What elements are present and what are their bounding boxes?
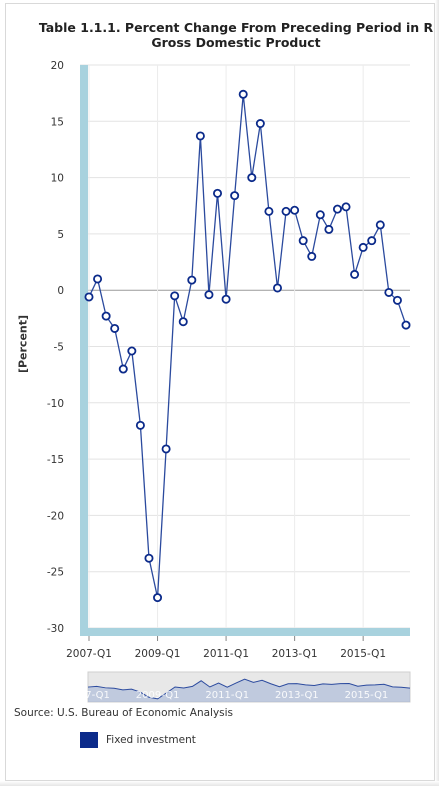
- data-point[interactable]: [118, 364, 128, 374]
- data-point[interactable]: [307, 251, 317, 261]
- source-note: Source: U.S. Bureau of Economic Analysis: [14, 707, 234, 719]
- y-axis-band: [80, 65, 88, 636]
- x-tick-layer: 2007-Q1 2009-Q1 2011-Q1 2013-Q1 2015-Q1: [66, 636, 386, 660]
- series-line-layer: [88, 94, 407, 598]
- data-point[interactable]: [281, 206, 291, 216]
- navigator-line: [87, 678, 411, 700]
- data-point[interactable]: [135, 420, 145, 430]
- data-point[interactable]: [230, 191, 240, 201]
- data-point[interactable]: [204, 290, 214, 300]
- data-point[interactable]: [315, 210, 325, 220]
- data-point[interactable]: [144, 553, 154, 563]
- y-tick-label: -15: [47, 454, 64, 466]
- data-point[interactable]: [195, 131, 205, 141]
- page-shadow-bottom: [0, 781, 439, 786]
- navigator-label: 2013-Q1: [275, 690, 319, 701]
- data-point[interactable]: [384, 287, 394, 297]
- data-point[interactable]: [358, 242, 368, 252]
- y-tick-label: -10: [47, 398, 64, 410]
- data-point[interactable]: [170, 291, 180, 301]
- navigator-label: 2007-Q1: [66, 690, 110, 701]
- y-tick-label: -5: [54, 342, 64, 354]
- data-point[interactable]: [110, 323, 120, 333]
- chart-title-line-2: Gross Domestic Product: [151, 35, 321, 50]
- navigator-label: 2011-Q1: [205, 690, 249, 701]
- data-point[interactable]: [247, 173, 257, 183]
- grid-layer: [80, 64, 410, 629]
- navigator-label: 2015-Q1: [345, 690, 389, 701]
- data-point[interactable]: [221, 294, 231, 304]
- data-point[interactable]: [341, 202, 351, 212]
- data-point[interactable]: [332, 204, 342, 214]
- y-tick-label: 0: [57, 285, 64, 297]
- x-axis-band: [80, 628, 410, 636]
- data-point[interactable]: [213, 188, 223, 198]
- y-tick-label: -20: [47, 510, 64, 522]
- data-point[interactable]: [264, 206, 274, 216]
- data-point[interactable]: [153, 593, 163, 603]
- data-point[interactable]: [178, 317, 188, 327]
- x-tick-label: 2009-Q1: [135, 648, 181, 660]
- chart-title: Table 1.1.1. Percent Change From Precedi…: [6, 20, 434, 50]
- x-tick-label: 2007-Q1: [66, 648, 112, 660]
- axis-band-layer: [80, 65, 410, 636]
- data-point[interactable]: [375, 220, 385, 230]
- data-point[interactable]: [392, 295, 402, 305]
- series-line: [88, 94, 407, 598]
- y-tick-label: 5: [57, 229, 64, 241]
- y-tick-label: -30: [47, 623, 64, 635]
- data-point[interactable]: [93, 274, 103, 284]
- legend-label: Fixed investment: [106, 734, 196, 746]
- navigator[interactable]: 2007-Q1 2009-Q1 2011-Q1 2013-Q1 2015-Q1: [66, 671, 411, 703]
- y-tick-label: -25: [47, 567, 64, 579]
- data-point[interactable]: [187, 275, 197, 285]
- data-point[interactable]: [298, 236, 308, 246]
- data-point[interactable]: [161, 444, 171, 454]
- data-point[interactable]: [272, 283, 282, 293]
- series-point-layer: [84, 89, 411, 603]
- y-tick-label: 10: [51, 173, 64, 185]
- x-tick-label: 2011-Q1: [203, 648, 249, 660]
- data-point[interactable]: [84, 292, 94, 302]
- data-point[interactable]: [401, 320, 411, 330]
- chart-title-line-1: Table 1.1.1. Percent Change From Precedi…: [38, 20, 434, 35]
- navigator-area: [88, 679, 410, 702]
- data-point[interactable]: [350, 269, 360, 279]
- x-tick-label: 2013-Q1: [272, 648, 318, 660]
- legend[interactable]: Fixed investment: [80, 732, 196, 748]
- page-shadow-right: [435, 0, 439, 786]
- data-point[interactable]: [367, 236, 377, 246]
- y-tick-layer: 20 15 10 5 0 -5 -10 -15 -20 -25 -30: [47, 60, 64, 635]
- data-point[interactable]: [238, 89, 248, 99]
- navigator-label: 2009-Q1: [136, 690, 180, 701]
- y-tick-label: 20: [51, 60, 64, 72]
- x-tick-label: 2015-Q1: [340, 648, 386, 660]
- y-tick-label: 15: [51, 116, 64, 128]
- legend-swatch: [80, 732, 98, 748]
- data-point[interactable]: [255, 119, 265, 129]
- data-point[interactable]: [324, 224, 334, 234]
- data-point[interactable]: [101, 311, 111, 321]
- data-point[interactable]: [127, 346, 137, 356]
- data-point[interactable]: [290, 205, 300, 215]
